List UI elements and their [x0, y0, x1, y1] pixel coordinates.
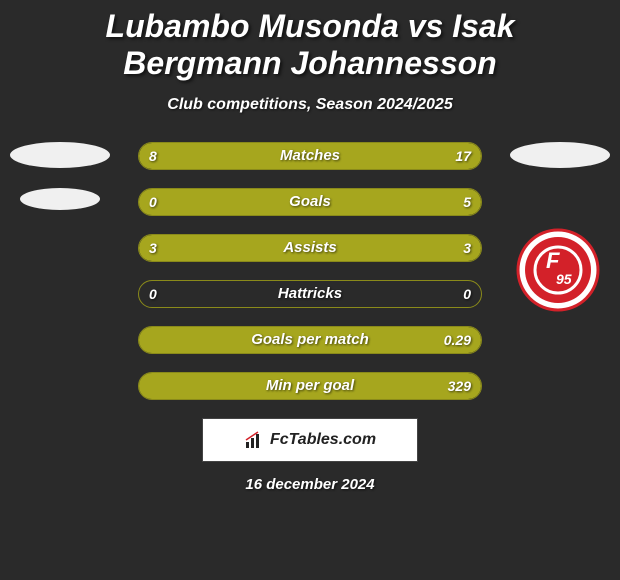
svg-text:F: F [546, 248, 560, 273]
avatar-placeholder-icon [510, 142, 610, 168]
player-right-avatar [510, 142, 610, 168]
avatar-placeholder-icon [10, 142, 110, 168]
stat-row: 00Hattricks [138, 280, 482, 308]
chart-icon [244, 430, 264, 450]
stat-label: Assists [139, 235, 481, 261]
stat-label: Min per goal [139, 373, 481, 399]
brand-footer[interactable]: FcTables.com [202, 418, 418, 462]
brand-text: FcTables.com [270, 431, 376, 449]
club-badge-right: F 95 [516, 228, 600, 317]
date-text: 16 december 2024 [0, 476, 620, 493]
stat-label: Goals [139, 189, 481, 215]
page-title: Lubambo Musonda vs Isak Bergmann Johanne… [0, 0, 620, 82]
svg-text:95: 95 [556, 271, 572, 287]
stat-label: Goals per match [139, 327, 481, 353]
stat-label: Hattricks [139, 281, 481, 307]
stat-bars: 817Matches 05Goals 33Assists 00Hattricks 0.2… [138, 142, 482, 400]
stat-row: 817Matches [138, 142, 482, 170]
stat-label: Matches [139, 143, 481, 169]
stat-row: 05Goals [138, 188, 482, 216]
fortuna-badge-icon: F 95 [516, 228, 600, 312]
stat-row: 33Assists [138, 234, 482, 262]
stat-row: 329Min per goal [138, 372, 482, 400]
avatar-placeholder-icon [20, 188, 100, 210]
player-left-avatar [10, 142, 110, 210]
subtitle: Club competitions, Season 2024/2025 [0, 96, 620, 114]
stat-row: 0.29Goals per match [138, 326, 482, 354]
